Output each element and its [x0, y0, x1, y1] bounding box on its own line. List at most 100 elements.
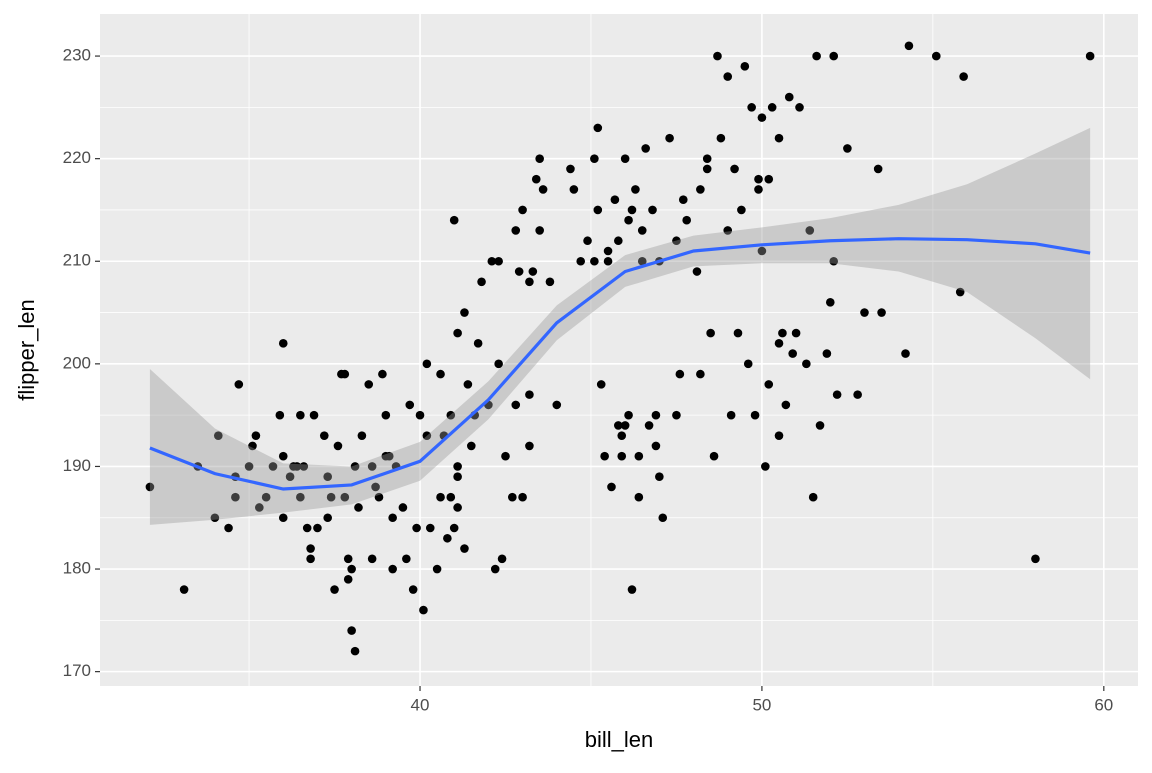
point — [637, 256, 647, 266]
point — [620, 154, 630, 163]
point — [244, 462, 254, 471]
point — [825, 297, 835, 307]
point — [713, 51, 722, 61]
point — [511, 400, 521, 410]
point — [764, 174, 774, 184]
point — [453, 462, 462, 471]
point — [463, 380, 473, 389]
point — [610, 195, 620, 204]
point — [655, 472, 664, 482]
point — [740, 62, 750, 71]
point — [340, 369, 350, 379]
point — [805, 226, 815, 235]
point — [815, 421, 825, 430]
point — [343, 554, 353, 564]
point — [213, 431, 223, 440]
point — [634, 492, 644, 502]
x-tick-label: 60 — [1094, 695, 1113, 714]
point — [412, 523, 421, 533]
point — [600, 451, 609, 461]
point — [812, 51, 821, 61]
point — [278, 451, 288, 461]
point — [726, 410, 736, 420]
point — [453, 328, 462, 338]
point — [644, 421, 654, 430]
point — [750, 410, 760, 420]
point — [603, 256, 613, 266]
point — [822, 349, 832, 358]
point — [784, 92, 794, 102]
point — [733, 328, 743, 338]
y-axis-title: flipper_len — [14, 299, 39, 401]
point — [631, 185, 640, 194]
point — [357, 431, 367, 440]
point — [802, 359, 811, 369]
point — [323, 472, 333, 482]
point — [843, 144, 852, 153]
point — [774, 431, 784, 440]
point — [514, 267, 524, 276]
point — [398, 503, 408, 512]
point — [453, 503, 462, 512]
point — [446, 492, 456, 502]
point — [460, 544, 469, 553]
point — [696, 369, 705, 379]
point — [323, 513, 333, 523]
point — [614, 236, 623, 246]
point — [490, 564, 500, 574]
point — [285, 472, 295, 482]
point — [497, 554, 507, 564]
point — [791, 328, 801, 338]
point — [648, 205, 657, 215]
point — [374, 492, 384, 502]
point — [901, 349, 910, 358]
point — [658, 513, 668, 523]
plot-layer — [100, 14, 1138, 686]
point — [487, 256, 497, 266]
point — [730, 164, 739, 174]
point — [590, 154, 599, 163]
point — [330, 585, 339, 594]
point — [860, 308, 869, 317]
point — [959, 72, 968, 81]
point — [535, 154, 544, 163]
point — [381, 410, 391, 420]
point — [603, 246, 613, 256]
point — [292, 462, 302, 471]
point — [723, 226, 733, 235]
point — [275, 410, 285, 420]
point — [402, 554, 411, 564]
point — [641, 144, 650, 153]
y-tick-label: 170 — [63, 661, 91, 680]
point — [1085, 51, 1095, 61]
point — [596, 380, 606, 389]
point — [432, 564, 442, 574]
point — [422, 359, 432, 369]
point — [234, 380, 244, 389]
point — [754, 174, 763, 184]
point — [593, 123, 603, 133]
y-tick-label: 200 — [63, 353, 91, 372]
point — [757, 113, 767, 122]
point — [347, 626, 356, 635]
point — [255, 503, 264, 512]
point — [296, 410, 305, 420]
point — [1031, 554, 1040, 564]
point — [302, 523, 312, 533]
point — [210, 513, 220, 523]
point — [767, 103, 777, 112]
confidence-band — [149, 127, 1091, 525]
point — [624, 410, 633, 420]
point — [477, 277, 486, 287]
point — [278, 513, 288, 523]
point — [829, 256, 839, 266]
point — [593, 205, 603, 215]
point — [415, 410, 425, 420]
point — [675, 369, 685, 379]
point — [354, 503, 363, 512]
point — [333, 441, 343, 451]
point — [931, 51, 941, 61]
point — [692, 267, 702, 276]
point — [627, 585, 637, 594]
